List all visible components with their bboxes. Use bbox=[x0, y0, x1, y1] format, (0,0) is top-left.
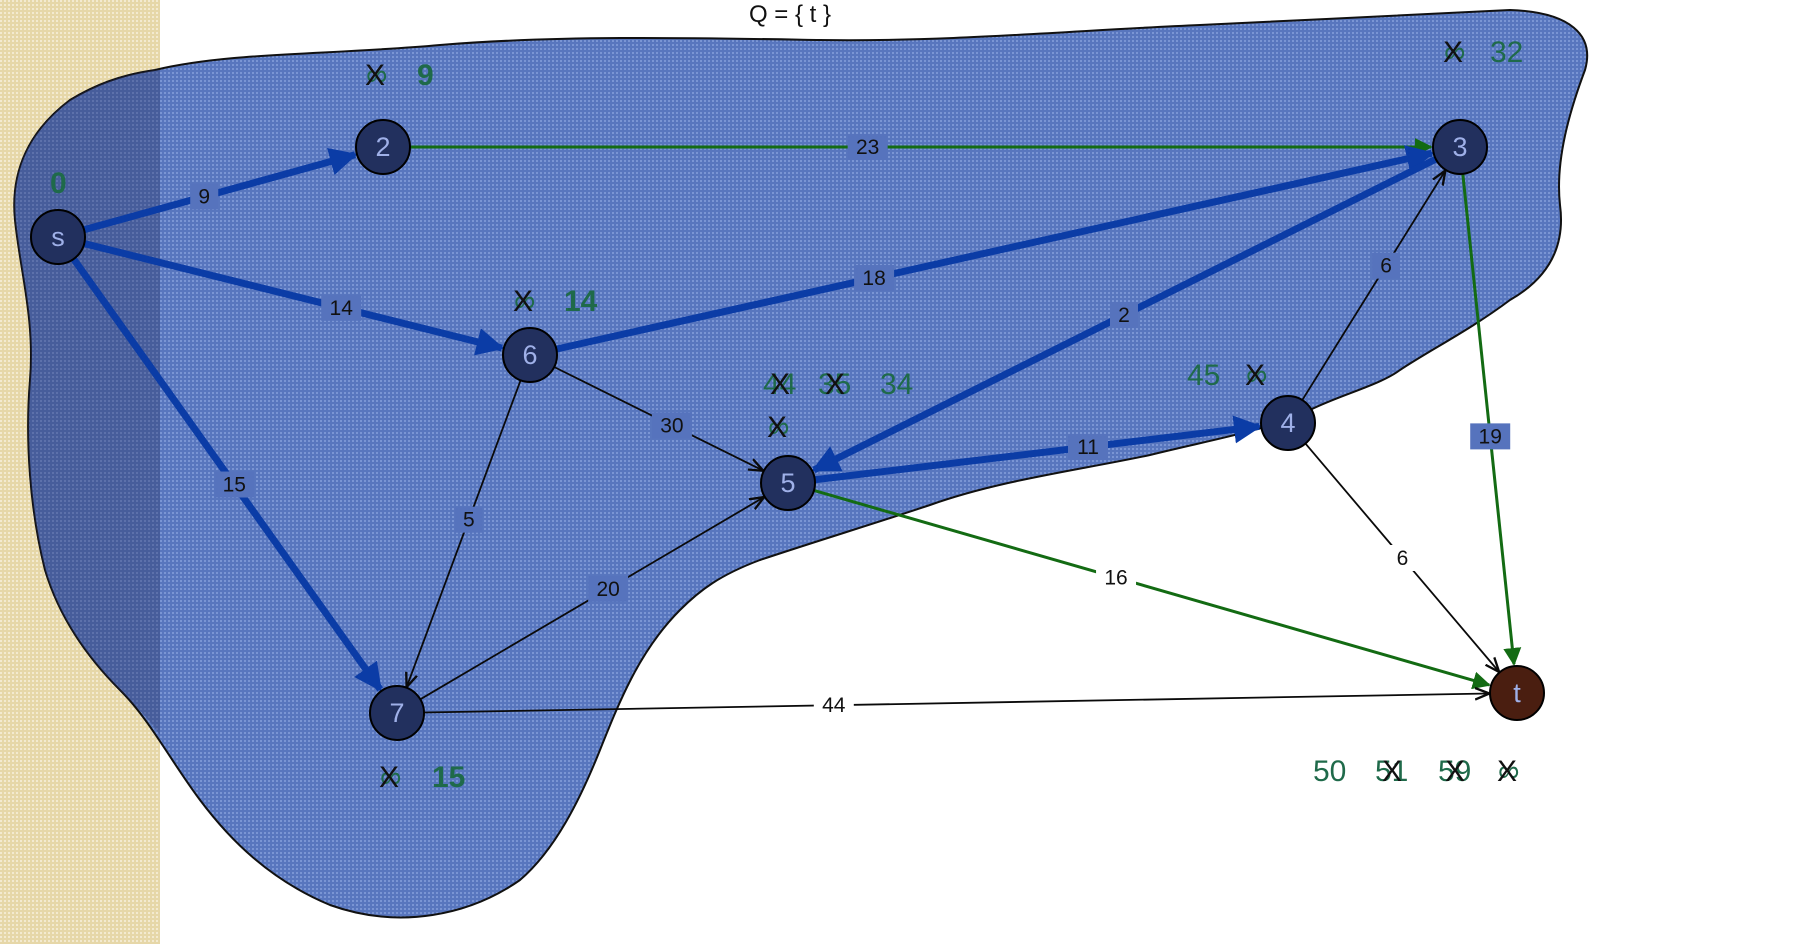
node-label: 6 bbox=[522, 340, 537, 370]
edge-weight-6-7: 5 bbox=[463, 509, 475, 532]
edge-weight-s-7: 15 bbox=[223, 474, 246, 497]
edge-weight-bg bbox=[1068, 434, 1108, 460]
dist-label-7: 15 bbox=[432, 761, 465, 794]
edge-weight-bg bbox=[847, 134, 888, 160]
node-circle bbox=[760, 455, 816, 511]
edge-weight-3-t: 19 bbox=[1479, 425, 1502, 448]
edge-weight-bg bbox=[1372, 252, 1401, 279]
node-label: 7 bbox=[389, 698, 404, 728]
edge-weight-4-3: 6 bbox=[1380, 255, 1392, 278]
node-4: 4 bbox=[1260, 395, 1316, 451]
node-circle bbox=[369, 685, 425, 741]
cross-mark: X bbox=[1382, 755, 1402, 788]
edge-weight-bg bbox=[321, 294, 362, 321]
node-circle bbox=[355, 119, 411, 175]
dist-label-t-old-2: 59 bbox=[1438, 755, 1471, 788]
node-circle bbox=[502, 327, 558, 383]
dist-label-2: 9 bbox=[417, 59, 434, 92]
dist-label-s: 0 bbox=[50, 167, 67, 200]
edge-weight-s-2: 9 bbox=[198, 186, 210, 209]
cross-mark: X bbox=[1445, 755, 1465, 788]
cross-mark: X bbox=[767, 411, 787, 444]
edge-4-3 bbox=[1301, 172, 1444, 401]
node-3: 3 bbox=[1432, 119, 1488, 175]
dist-label-t: 50 bbox=[1313, 755, 1346, 788]
node-label: 4 bbox=[1280, 408, 1295, 438]
node-2: 2 bbox=[355, 119, 411, 175]
edge-5-t bbox=[813, 489, 1491, 690]
edge-weight-4-t: 6 bbox=[1397, 547, 1409, 570]
node-7: 7 bbox=[369, 685, 425, 741]
node-label: 2 bbox=[375, 132, 390, 162]
edge-6-7 bbox=[407, 379, 522, 686]
edge-5-4 bbox=[814, 415, 1262, 484]
node-t: t bbox=[1489, 665, 1545, 721]
node-circle bbox=[1489, 665, 1545, 721]
edge-6-3 bbox=[555, 145, 1435, 353]
edge-weight-bg bbox=[1388, 545, 1417, 571]
edge-weight-bg bbox=[454, 506, 483, 533]
edge-weight-bg bbox=[813, 692, 854, 719]
dist-label-7-old: ∞ bbox=[380, 761, 401, 794]
dist-label-4: 45 bbox=[1187, 359, 1220, 392]
cross-mark: X bbox=[379, 761, 399, 794]
edge-weight-5-4: 11 bbox=[1077, 436, 1099, 459]
dist-label-5: 34 bbox=[880, 368, 913, 401]
cross-mark: X bbox=[1497, 755, 1517, 788]
dist-label-6: 14 bbox=[564, 285, 598, 318]
dist-label-2-old: ∞ bbox=[366, 59, 387, 92]
cross-mark: X bbox=[770, 368, 790, 401]
edge-7-t bbox=[423, 694, 1488, 714]
dist-label-4-old: ∞ bbox=[1246, 359, 1267, 392]
edge-weight-bg bbox=[1470, 423, 1511, 450]
dist-label-t-old-1: 51 bbox=[1375, 755, 1408, 788]
edge-weight-s-6: 14 bbox=[330, 297, 354, 320]
edge-weight-bg bbox=[214, 471, 255, 498]
edge-weight-5-t: 16 bbox=[1104, 567, 1127, 590]
node-label: s bbox=[51, 222, 65, 252]
edge-weight-6-5: 30 bbox=[660, 414, 683, 437]
edge-s-2 bbox=[83, 147, 358, 234]
edge-weight-bg bbox=[1096, 564, 1137, 591]
node-label: 3 bbox=[1452, 132, 1467, 162]
node-label: t bbox=[1513, 678, 1521, 708]
edge-weight-7-5: 20 bbox=[596, 578, 619, 601]
node-label: 5 bbox=[780, 468, 795, 498]
title: Q = { t } bbox=[749, 1, 831, 28]
dist-label-5-old-2: 35 bbox=[818, 368, 851, 401]
dist-label-6-old: ∞ bbox=[514, 285, 535, 318]
edge-weight-3-5: 2 bbox=[1118, 304, 1130, 327]
node-s: s bbox=[30, 209, 86, 265]
node-6: 6 bbox=[502, 327, 558, 383]
node-circle bbox=[1432, 119, 1488, 175]
cross-mark: X bbox=[365, 59, 385, 92]
edge-weight-bg bbox=[190, 183, 219, 210]
edge-weight-6-3: 18 bbox=[862, 267, 885, 290]
cross-mark: X bbox=[1443, 36, 1463, 69]
cross-mark: X bbox=[1245, 359, 1265, 392]
node-circle bbox=[1260, 395, 1316, 451]
dist-label-3-old: ∞ bbox=[1444, 36, 1465, 69]
edge-weight-bg bbox=[854, 265, 895, 292]
dist-label-5-old-inf: ∞ bbox=[768, 411, 789, 444]
edge-weight-bg bbox=[588, 575, 629, 602]
cross-mark: X bbox=[513, 285, 533, 318]
node-5: 5 bbox=[760, 455, 816, 511]
node-circle bbox=[30, 209, 86, 265]
edge-weight-7-t: 44 bbox=[822, 694, 846, 717]
edge-s-6 bbox=[83, 240, 505, 356]
dist-label-5-old-1: 44 bbox=[763, 368, 796, 401]
dist-label-3: 32 bbox=[1490, 36, 1523, 69]
edge-weight-bg bbox=[1110, 302, 1138, 328]
dist-label-t-old-inf: ∞ bbox=[1498, 755, 1519, 788]
edge-weight-bg bbox=[651, 412, 692, 439]
edge-weight-2-3: 23 bbox=[856, 136, 879, 159]
edge-3-t bbox=[1461, 173, 1522, 666]
cross-mark: X bbox=[825, 368, 845, 401]
